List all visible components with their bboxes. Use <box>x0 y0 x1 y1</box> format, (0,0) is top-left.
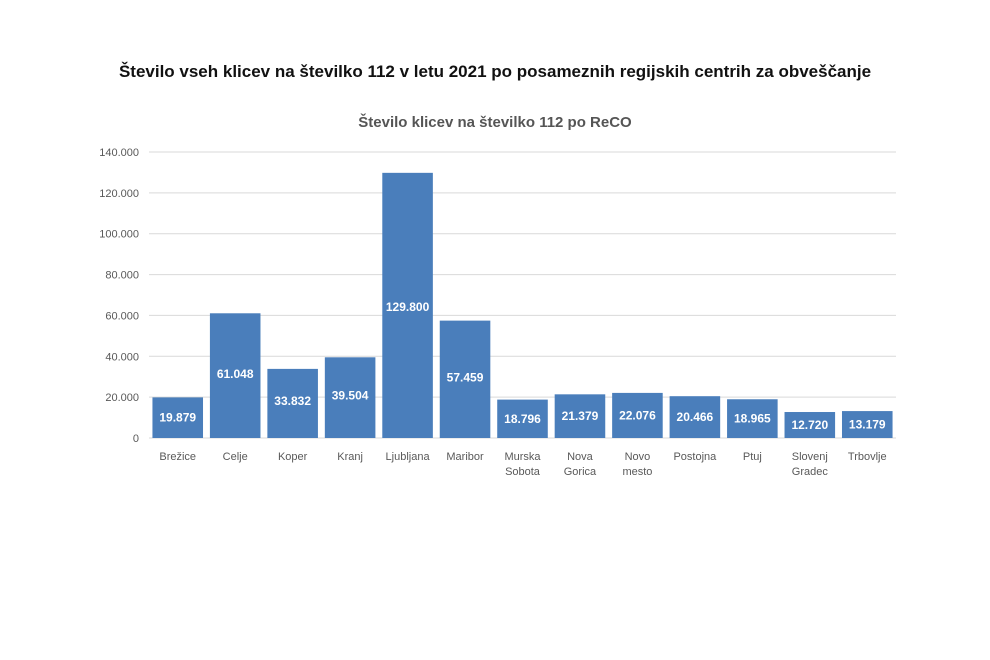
bar <box>267 368 318 438</box>
data-label: 33.832 <box>274 394 311 408</box>
page-title: Število vseh klicev na številko 112 v le… <box>118 62 872 81</box>
x-tick-label-line: Gorica <box>564 466 597 478</box>
data-labels: 19.879 61.048 33.832 39.504 129.800 57.459 18.… <box>159 300 886 432</box>
bar <box>382 172 433 438</box>
x-tick-label: Novo mesto <box>622 451 652 478</box>
x-tick-label-line: Koper <box>278 451 308 463</box>
x-tick-label: Postojna <box>673 451 717 463</box>
data-label: 22.076 <box>619 408 656 422</box>
bar <box>612 392 663 438</box>
x-tick-label: Celje <box>223 451 248 463</box>
y-tick-label: 40.000 <box>105 351 139 363</box>
data-label: 19.879 <box>159 411 196 425</box>
x-tick-label-line: Brežice <box>159 451 196 463</box>
data-label: 12.720 <box>791 418 828 432</box>
y-tick-label: 100.000 <box>99 229 139 241</box>
y-tick-label: 80.000 <box>105 270 139 282</box>
chart-title: Število klicev na številko 112 po ReCO <box>358 114 632 131</box>
x-tick-label: Murska Sobota <box>504 451 541 478</box>
x-tick-label-line: Trbovlje <box>848 451 887 463</box>
y-tick-label: 140.000 <box>99 147 139 159</box>
bar <box>209 313 261 438</box>
x-tick-label: Ptuj <box>743 451 762 463</box>
x-tick-label: Kranj <box>337 451 363 463</box>
x-tick-label-line: Ljubljana <box>386 451 431 463</box>
bar <box>497 399 548 438</box>
bar <box>152 397 204 438</box>
bars <box>152 172 893 438</box>
x-tick-label-line: Celje <box>223 451 248 463</box>
bar <box>841 411 893 438</box>
bar <box>324 357 376 438</box>
bar <box>727 399 778 438</box>
x-tick-label: Slovenj Gradec <box>792 451 829 478</box>
y-tick-label: 120.000 <box>99 188 139 200</box>
data-label: 18.796 <box>504 412 541 426</box>
bar <box>784 412 836 438</box>
x-tick-label-line: Ptuj <box>743 451 762 463</box>
bar <box>554 394 606 438</box>
data-label: 129.800 <box>386 300 430 314</box>
x-tick-label: Maribor <box>446 451 484 463</box>
x-tick-label: Brežice <box>159 451 196 463</box>
x-tick-label-line: Novo <box>625 451 651 463</box>
x-tick-label: Trbovlje <box>848 451 887 463</box>
x-tick-label-line: Nova <box>567 451 594 463</box>
x-tick-label-line: Postojna <box>673 451 717 463</box>
x-tick-label-line: Sobota <box>505 466 541 478</box>
x-axis-ticks: Brežice Celje Koper Kranj Ljubljana Maribor Mu… <box>159 451 886 478</box>
x-tick-label-line: Murska <box>504 451 541 463</box>
y-axis-ticks: 0 20.000 40.000 60.000 80.000 100.000 120.000 1… <box>99 147 139 445</box>
gridlines <box>149 151 896 439</box>
data-label: 61.048 <box>217 367 254 381</box>
x-tick-label-line: Gradec <box>792 466 829 478</box>
x-tick-label-line: Slovenj <box>792 451 828 463</box>
x-tick-label: Koper <box>278 451 308 463</box>
data-label: 18.965 <box>734 412 771 426</box>
data-label: 21.379 <box>562 409 599 423</box>
data-label: 57.459 <box>447 371 484 385</box>
y-tick-label: 20.000 <box>105 392 139 404</box>
x-tick-label: Nova Gorica <box>564 451 597 478</box>
bar <box>439 320 491 438</box>
y-tick-label: 60.000 <box>105 310 139 322</box>
y-tick-label: 0 <box>133 433 139 445</box>
data-label: 39.504 <box>332 388 369 402</box>
bar <box>669 396 721 438</box>
data-label: 13.179 <box>849 418 886 432</box>
x-tick-label: Ljubljana <box>386 451 431 463</box>
x-tick-label-line: mesto <box>622 466 652 478</box>
x-tick-label-line: Maribor <box>446 451 484 463</box>
x-tick-label-line: Kranj <box>337 451 363 463</box>
data-label: 20.466 <box>677 410 714 424</box>
